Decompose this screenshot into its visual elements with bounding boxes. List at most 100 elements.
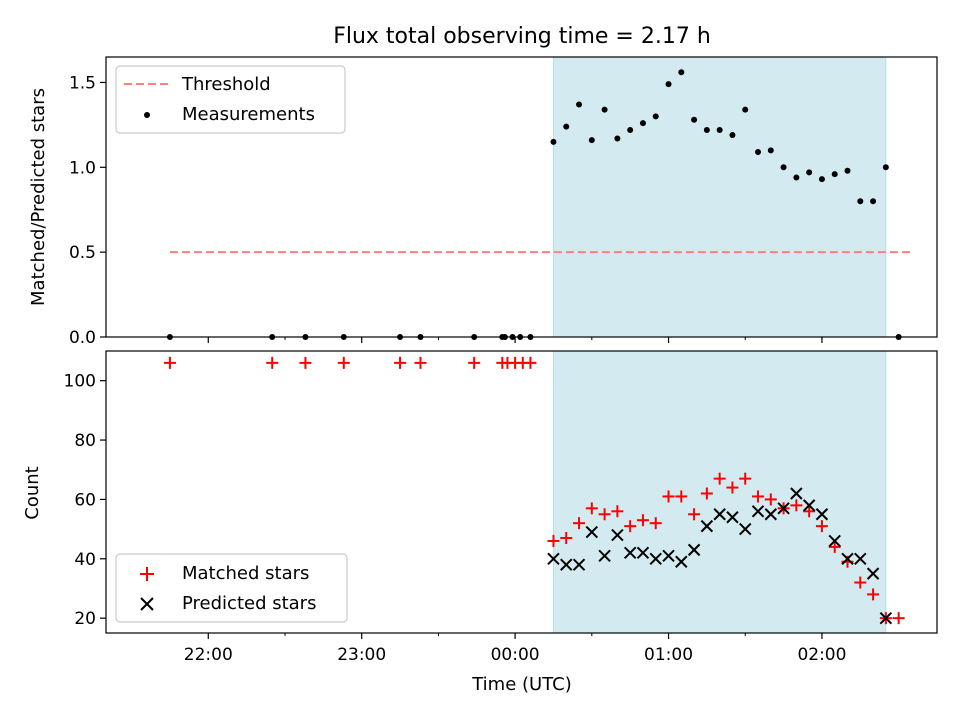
matched-star-point: [854, 576, 867, 589]
y-tick-label: 100: [64, 372, 96, 392]
matched-star-point: [394, 356, 407, 369]
measurement-point: [793, 174, 800, 181]
predicted-star-point: [828, 534, 841, 548]
matched-star-point: [414, 356, 427, 369]
bottom-legend: Matched stars Predicted stars: [115, 553, 348, 623]
predicted-star-point: [649, 552, 662, 565]
matched-star-point: [662, 490, 675, 503]
measurement-point: [882, 164, 889, 171]
measurement-point: [806, 169, 813, 176]
measurement-point: [601, 106, 608, 113]
matched-star-point: [547, 534, 560, 547]
x-tick-label: 00:00: [491, 645, 540, 665]
y-tick-label: 1.0: [69, 158, 96, 178]
measurement-point: [857, 198, 864, 205]
predicted-star-point: [790, 487, 803, 500]
bottom-shaded-region-layer: [552, 350, 887, 634]
measurement-point: [729, 132, 736, 139]
measurement-point: [767, 147, 774, 154]
matched-star-point: [675, 490, 688, 503]
measurement-point: [818, 176, 825, 183]
measurement-point: [870, 198, 877, 205]
matched-star-point: [624, 520, 637, 533]
measurement-point: [742, 106, 749, 113]
matched-star-point: [337, 356, 350, 369]
y-tick-label: 1.5: [69, 73, 96, 93]
matched-star-point: [700, 487, 713, 500]
measurement-point: [550, 138, 557, 145]
matched-star-point: [752, 490, 765, 503]
top-axes-layer: 0.0 0.5 1.0 1.5: [69, 73, 823, 348]
matched-star-point: [790, 499, 803, 512]
observing-window-shade: [552, 350, 887, 634]
predicted-star-point: [560, 558, 573, 571]
y-tick-label: 40: [74, 550, 96, 570]
y-tick-label: 0.5: [69, 243, 96, 263]
x-tick-label: 02:00: [797, 645, 846, 665]
predicted-star-point: [739, 522, 752, 536]
legend-matched-swatch: [140, 567, 154, 581]
predicted-star-point: [585, 525, 599, 539]
predicted-star-point: [713, 508, 726, 521]
predicted-star-point: [802, 499, 816, 512]
measurement-point: [703, 126, 710, 133]
legend-predicted-swatch: [140, 597, 154, 611]
measurement-point: [678, 69, 685, 76]
matched-star-point: [688, 508, 701, 521]
predicted-star-point: [751, 505, 765, 518]
measurement-point: [576, 101, 583, 108]
matched-star-point: [649, 517, 662, 530]
legend-threshold-label: Threshold: [181, 74, 271, 95]
predicted-star-point: [572, 558, 586, 571]
bottom-data-layer: [163, 356, 905, 625]
x-tick-label: 01:00: [644, 645, 693, 665]
legend-measurements-swatch: [144, 112, 150, 118]
matched-star-point: [815, 520, 828, 533]
predicted-star-point: [777, 502, 790, 515]
predicted-star-point: [854, 552, 867, 565]
matched-star-point: [892, 612, 905, 625]
measurement-point: [780, 164, 787, 171]
matched-star-point: [726, 481, 739, 494]
measurement-point: [563, 123, 570, 130]
measurement-point: [665, 81, 672, 88]
bottom-axes-layer: 20 40 60 80 100 22:00 23:00 00:00 01:00 02:00: [64, 372, 847, 665]
predicted-star-point: [623, 546, 637, 560]
matched-star-point: [573, 517, 586, 530]
predicted-star-point: [547, 552, 560, 565]
matched-star-point: [266, 356, 279, 369]
predicted-star-point: [636, 546, 650, 560]
predicted-star-point: [764, 508, 778, 521]
matched-star-point: [299, 356, 312, 369]
predicted-star-point: [726, 511, 739, 524]
y-tick-label: 60: [74, 490, 96, 510]
matched-star-point: [803, 505, 816, 518]
matched-star-point: [598, 508, 611, 521]
matched-star-point: [828, 540, 841, 553]
matched-star-point: [468, 356, 481, 369]
top-shaded-region-layer: [552, 56, 887, 338]
y-tick-label: 80: [74, 431, 96, 451]
predicted-star-point: [687, 543, 701, 557]
matched-star-point: [867, 588, 880, 601]
x-tick-label: 23:00: [337, 645, 386, 665]
matched-star-point: [524, 356, 537, 369]
measurement-point: [652, 113, 659, 120]
x-axis-label: Time (UTC): [471, 674, 572, 695]
measurement-point: [844, 167, 851, 174]
measurement-point: [716, 126, 723, 133]
measurement-point: [614, 135, 621, 142]
measurement-point: [831, 171, 838, 178]
legend-predicted-label: Predicted stars: [182, 593, 316, 614]
bottom-panel: 20 40 60 80 100 22:00 23:00 00:00 01:00 02:00 Cou…: [22, 350, 938, 695]
y-tick-label: 0.0: [69, 328, 96, 348]
predicted-star-point: [879, 611, 893, 625]
measurement-point: [755, 149, 762, 156]
matched-star-point: [163, 356, 176, 369]
legend-measurements-label: Measurements: [182, 104, 315, 125]
bottom-y-axis-label: Count: [22, 466, 43, 519]
predicted-star-point: [866, 567, 880, 580]
y-tick-label: 20: [74, 609, 96, 629]
bottom-plot-frame: [105, 350, 938, 634]
